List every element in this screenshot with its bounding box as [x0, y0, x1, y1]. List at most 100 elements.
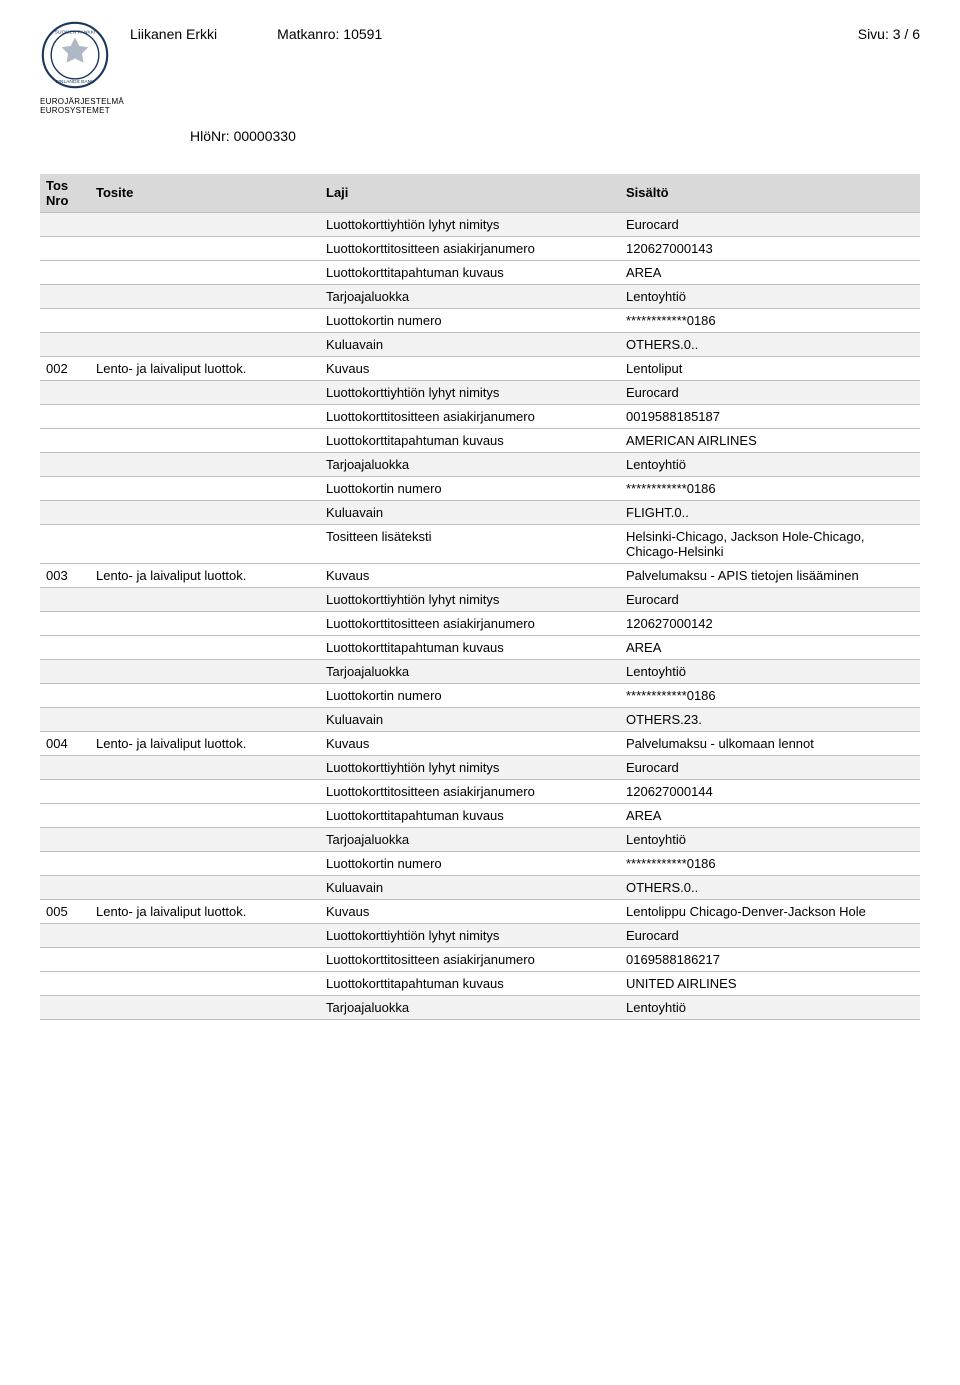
- cell-c2: [90, 851, 320, 875]
- table-row: 005Lento- ja laivaliput luottok.KuvausLe…: [40, 899, 920, 923]
- cell-c2: [90, 380, 320, 404]
- cell-c4: Eurocard: [620, 380, 920, 404]
- cell-c1: [40, 707, 90, 731]
- cell-c4: Lentoyhtiö: [620, 284, 920, 308]
- cell-c4: 120627000143: [620, 236, 920, 260]
- table-row: Luottokorttitositteen asiakirjanumero120…: [40, 611, 920, 635]
- table-row: TarjoajaluokkaLentoyhtiö: [40, 452, 920, 476]
- cell-c3: Luottokortin numero: [320, 476, 620, 500]
- cell-c4: Eurocard: [620, 212, 920, 236]
- cell-c4: Helsinki-Chicago, Jackson Hole-Chicago, …: [620, 524, 920, 563]
- table-row: Luottokorttiyhtiön lyhyt nimitysEurocard: [40, 755, 920, 779]
- cell-c1: [40, 308, 90, 332]
- cell-c2: [90, 452, 320, 476]
- cell-c3: Tositteen lisäteksti: [320, 524, 620, 563]
- cell-c2: [90, 524, 320, 563]
- cell-c4: ************0186: [620, 683, 920, 707]
- cell-c2: [90, 236, 320, 260]
- cell-c2: Lento- ja laivaliput luottok.: [90, 356, 320, 380]
- cell-c3: Tarjoajaluokka: [320, 659, 620, 683]
- cell-c1: [40, 587, 90, 611]
- cell-c1: [40, 875, 90, 899]
- cell-c4: OTHERS.0..: [620, 875, 920, 899]
- cell-c3: Luottokorttitapahtuman kuvaus: [320, 428, 620, 452]
- cell-c1: [40, 428, 90, 452]
- cell-c1: [40, 611, 90, 635]
- cell-c3: Tarjoajaluokka: [320, 452, 620, 476]
- cell-c4: 0019588185187: [620, 404, 920, 428]
- cell-c2: [90, 332, 320, 356]
- cell-c1: [40, 260, 90, 284]
- logo-caption: EUROJÄRJESTELMÄ EUROSYSTEMET: [40, 98, 110, 116]
- cell-c3: Luottokorttitositteen asiakirjanumero: [320, 404, 620, 428]
- cell-c2: [90, 428, 320, 452]
- cell-c4: AREA: [620, 635, 920, 659]
- cell-c4: Lentolippu Chicago-Denver-Jackson Hole: [620, 899, 920, 923]
- table-row: TarjoajaluokkaLentoyhtiö: [40, 284, 920, 308]
- cell-c2: [90, 404, 320, 428]
- col-sisalto: Sisältö: [620, 174, 920, 213]
- cell-c3: Tarjoajaluokka: [320, 284, 620, 308]
- table-row: KuluavainOTHERS.0..: [40, 332, 920, 356]
- cell-c1: [40, 284, 90, 308]
- cell-c3: Luottokorttiyhtiön lyhyt nimitys: [320, 755, 620, 779]
- cell-c1: [40, 827, 90, 851]
- cell-c1: [40, 851, 90, 875]
- table-row: Luottokorttiyhtiön lyhyt nimitysEurocard: [40, 380, 920, 404]
- trip-number: Matkanro: 10591: [277, 26, 382, 42]
- table-row: TarjoajaluokkaLentoyhtiö: [40, 995, 920, 1019]
- cell-c4: ************0186: [620, 308, 920, 332]
- cell-c3: Luottokorttiyhtiön lyhyt nimitys: [320, 212, 620, 236]
- table-row: Luottokorttitapahtuman kuvausAREA: [40, 260, 920, 284]
- cell-c2: [90, 995, 320, 1019]
- cell-c4: 120627000144: [620, 779, 920, 803]
- table-row: Luottokorttiyhtiön lyhyt nimitysEurocard: [40, 923, 920, 947]
- cell-c2: [90, 500, 320, 524]
- cell-c1: [40, 755, 90, 779]
- cell-c1: [40, 923, 90, 947]
- cell-c2: [90, 803, 320, 827]
- cell-c1: [40, 947, 90, 971]
- cell-c1: [40, 659, 90, 683]
- cell-c1: [40, 500, 90, 524]
- cell-c1: [40, 971, 90, 995]
- cell-c2: [90, 971, 320, 995]
- cell-c4: Eurocard: [620, 587, 920, 611]
- cell-c2: [90, 212, 320, 236]
- cell-c1: [40, 635, 90, 659]
- cell-c4: FLIGHT.0..: [620, 500, 920, 524]
- cell-c2: [90, 827, 320, 851]
- cell-c3: Luottokorttitapahtuman kuvaus: [320, 635, 620, 659]
- col-tos-nro: Tos Nro: [40, 174, 90, 213]
- header-texts: Liikanen Erkki Matkanro: 10591: [130, 20, 858, 42]
- cell-c1: [40, 452, 90, 476]
- cell-c3: Luottokorttitositteen asiakirjanumero: [320, 947, 620, 971]
- cell-c3: Kuluavain: [320, 332, 620, 356]
- table-header-row: Tos Nro Tosite Laji Sisältö: [40, 174, 920, 213]
- table-row: KuluavainOTHERS.23.: [40, 707, 920, 731]
- cell-c1: [40, 236, 90, 260]
- table-row: 004Lento- ja laivaliput luottok.KuvausPa…: [40, 731, 920, 755]
- cell-c3: Kuluavain: [320, 500, 620, 524]
- cell-c3: Luottokorttitapahtuman kuvaus: [320, 803, 620, 827]
- table-row: Luottokorttitositteen asiakirjanumero120…: [40, 779, 920, 803]
- table-row: Luottokorttitapahtuman kuvausAREA: [40, 803, 920, 827]
- cell-c4: Eurocard: [620, 923, 920, 947]
- cell-c2: [90, 683, 320, 707]
- cell-c4: Lentoyhtiö: [620, 995, 920, 1019]
- table-row: Luottokorttitositteen asiakirjanumero001…: [40, 404, 920, 428]
- cell-c1: [40, 779, 90, 803]
- cell-c4: OTHERS.0..: [620, 332, 920, 356]
- table-row: TarjoajaluokkaLentoyhtiö: [40, 659, 920, 683]
- cell-c2: [90, 875, 320, 899]
- person-name: Liikanen Erkki: [130, 26, 217, 42]
- cell-c4: Lentoyhtiö: [620, 827, 920, 851]
- table-row: KuluavainFLIGHT.0..: [40, 500, 920, 524]
- cell-c4: Lentoyhtiö: [620, 452, 920, 476]
- table-row: Luottokorttitositteen asiakirjanumero016…: [40, 947, 920, 971]
- cell-c2: Lento- ja laivaliput luottok.: [90, 899, 320, 923]
- cell-c3: Tarjoajaluokka: [320, 995, 620, 1019]
- cell-c2: [90, 779, 320, 803]
- cell-c3: Luottokorttitositteen asiakirjanumero: [320, 779, 620, 803]
- cell-c3: Tarjoajaluokka: [320, 827, 620, 851]
